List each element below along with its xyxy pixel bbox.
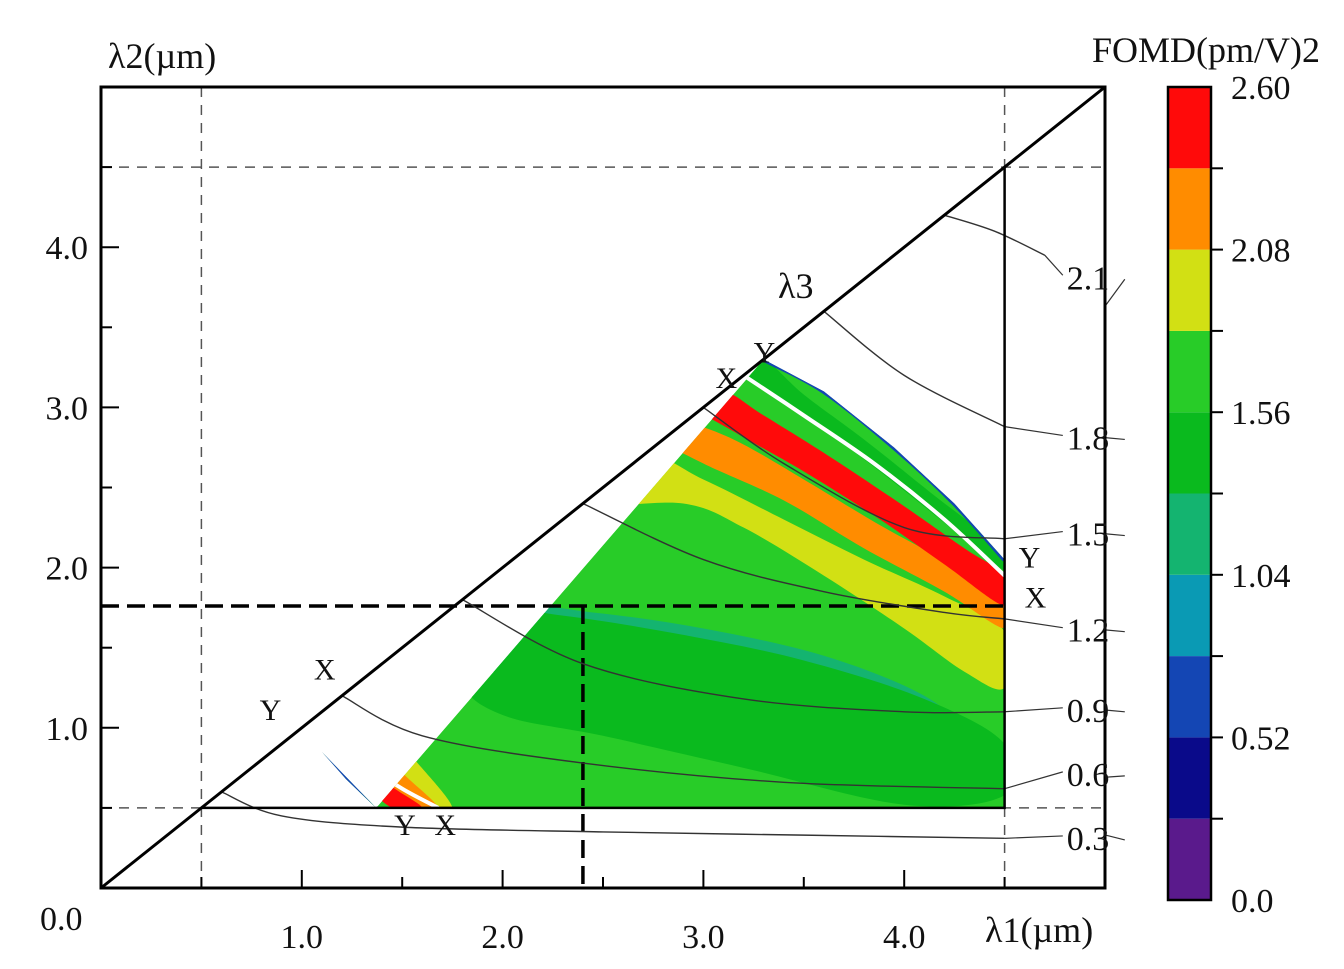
lambda3-curve-2.1 [944,214,1046,256]
annotation-y-5: Y [260,694,282,727]
contour-zone-8 [747,359,1005,572]
colorbar-band-4 [1168,493,1211,575]
contour-zone-6 [703,391,1005,607]
colorbar-tick-label: 2.08 [1231,233,1291,270]
colorbar-band-3 [1168,574,1211,657]
x-tick-label: 2.0 [481,919,524,956]
x-tick-label: 3.0 [682,919,725,956]
contour-zone-1 [461,606,1005,807]
diagonal-label: λ3 [778,266,813,306]
y-tick-label: 2.0 [46,551,89,588]
lambda3-label-0.9: 0.9 [1067,693,1110,730]
lambda3-label-1.8: 1.8 [1067,420,1110,457]
y-tick-label: 1.0 [46,711,89,748]
y-tick-label: 3.0 [46,390,89,427]
colorbar-band-0 [1168,818,1211,900]
lambda3-tail-1.8 [1104,437,1125,441]
y-axis-title: λ2(µm) [108,36,216,76]
y-tick-label: 4.0 [46,230,89,267]
lambda3-label-1.5: 1.5 [1067,517,1110,554]
x-axis-title: λ1(µm) [985,910,1093,950]
lambda3-tail-0.6 [1104,775,1125,778]
colorbar-band-9 [1168,87,1211,169]
lambda3-leader-1.8 [1004,426,1063,437]
colorbar-tick-label: 2.60 [1231,70,1291,107]
colorbar-title: FOMD(pm/V)2 [1092,30,1320,70]
annotation-y-6: Y [394,809,416,842]
colorbar-band-2 [1168,656,1211,738]
ridge-upper [742,373,1005,578]
lambda3-curve-0.3 [221,791,1005,840]
contour-zone-7 [321,714,423,808]
region-boundary [201,167,1006,810]
colorbar-tick-label: 0.0 [1231,883,1274,920]
lambda3-curve-0.6 [341,695,1005,790]
lambda3-tail-0.9 [1104,709,1125,713]
lambda3-leader-0.9 [1004,707,1063,713]
lambda3-label-1.2: 1.2 [1067,613,1110,650]
colorbar-band-5 [1168,412,1211,494]
lambda3-curves-layer [221,214,1126,841]
lambda3-label-0.3: 0.3 [1067,821,1110,858]
colorbar-tick-label: 0.52 [1231,720,1291,757]
lambda3-curve-1.5 [702,406,1005,540]
colorbar-band-7 [1168,249,1211,331]
lambda3-tail-1.5 [1104,533,1125,537]
labels-layer: 2.1 1.8 1.5 1.2 0.9 0.6 0.3 1.0 2.0 3.0 4.0 1.0 2.0 3… [40,36,1109,956]
annotation-y-1: Y [754,337,776,370]
colorbar-band-6 [1168,330,1211,413]
contour-zone-4 [662,423,1005,629]
lambda3-label-2.1: 2.1 [1067,260,1110,297]
annotation-x-0: X [715,362,737,395]
axis-ticks-layer [101,166,1006,888]
annotation-y-2: Y [1019,542,1041,575]
origin-label: 0.0 [40,901,83,938]
lambda3-curve-1.8 [823,310,1005,428]
annotation-x-3: X [1025,582,1047,615]
lambda3-curve-1.2 [582,502,1005,620]
lambda3-label-0.6: 0.6 [1067,757,1110,794]
colorbar-band-1 [1168,737,1211,819]
lambda3-tail-0.3 [1104,834,1125,841]
contour-fill-layer [321,359,1005,808]
x-tick-label: 1.0 [281,919,324,956]
lambda3-leader-1.5 [1004,530,1063,540]
colorbar-band-8 [1168,168,1211,250]
lambda3-leader-2.1 [1044,254,1064,276]
lambda3-tail-1.2 [1104,629,1125,633]
lambda3-leader-1.2 [1004,618,1063,629]
x-tick-label: 4.0 [883,919,926,956]
contour-region [321,359,1005,808]
colorbar-tick-label: 1.04 [1231,558,1291,595]
colorbar-tick-label: 1.56 [1231,395,1291,432]
annotation-x-4: X [314,654,336,687]
lambda3-tail-2.1 [1104,278,1126,307]
diagonal-line [100,85,1106,890]
lambda3-leader-0.6 [1004,771,1063,790]
annotation-x-7: X [434,809,456,842]
lambda3-curve-0.9 [462,599,1005,714]
contour-edge-lower [321,726,378,808]
lambda3-leader-0.3 [1004,835,1063,839]
